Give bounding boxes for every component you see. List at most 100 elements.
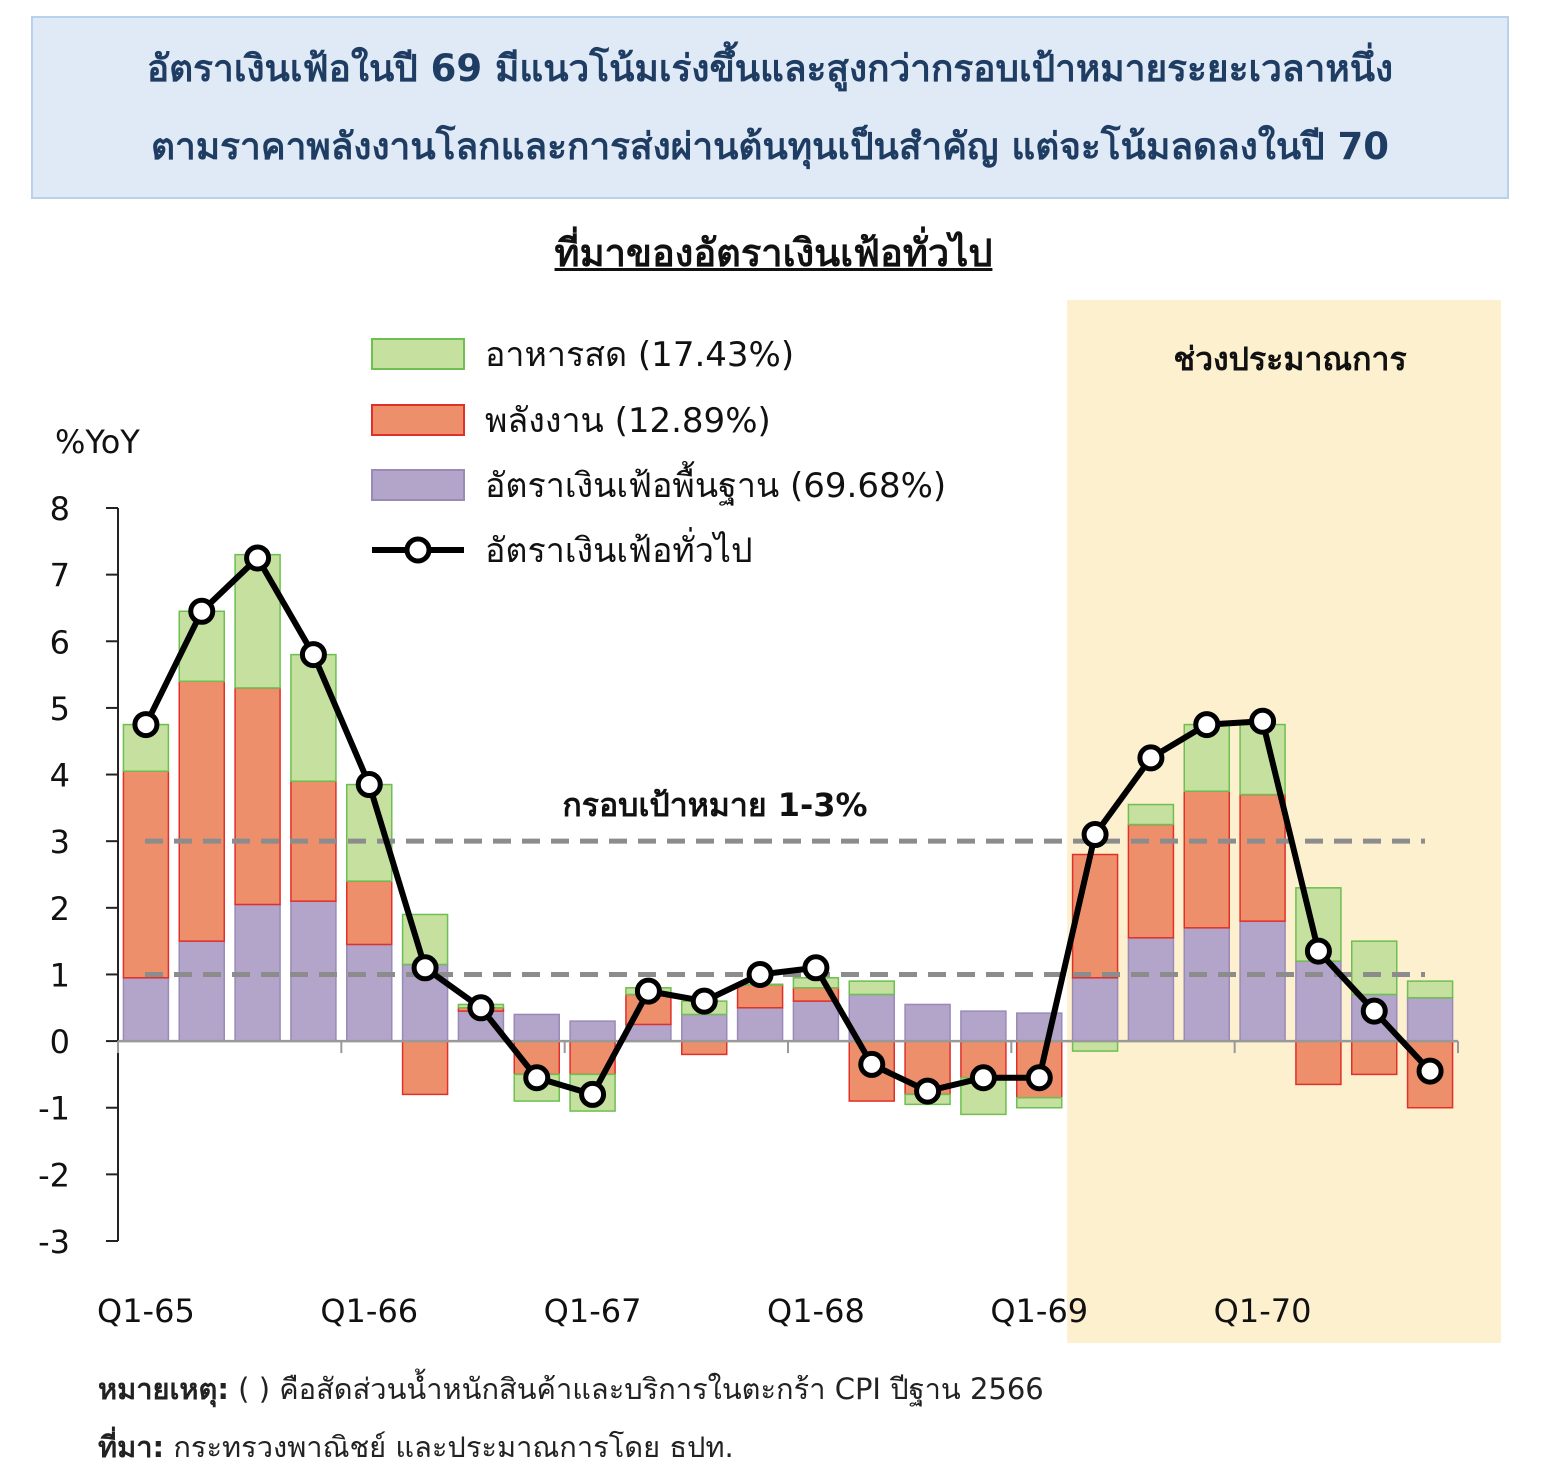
legend-marker-headline — [404, 536, 432, 564]
footnote-note-text: ( ) คือสัดส่วนน้ำหนักสินค้าและบริการในตะ… — [228, 1372, 1044, 1406]
bar-energy-q2-66 — [401, 1040, 449, 1096]
bar-food-q3-65 — [234, 553, 281, 689]
forecast-label: ช่วงประมาณการ — [1173, 340, 1406, 378]
headline-point-q4-69 — [1193, 711, 1221, 739]
headline-point-q4-70 — [1416, 1057, 1444, 1085]
y-tick-label: 7 — [50, 557, 70, 595]
bar-core-q1-65 — [122, 977, 170, 1042]
headline-point-q3-66 — [467, 994, 495, 1022]
bar-core-q4-65 — [290, 900, 337, 1042]
bar-core-q1-68 — [792, 1000, 840, 1042]
footnote-source-label: ที่มา: — [98, 1430, 165, 1464]
bar-food-q3-70 — [1351, 940, 1398, 996]
bar-energy-q3-65 — [234, 687, 281, 906]
bar-food-q4-65 — [290, 653, 337, 782]
y-tick-label: -2 — [38, 1156, 70, 1194]
headline-point-q1-68 — [802, 954, 830, 982]
headline-line-1: อัตราเงินเฟ้อในปี 69 มีแนวโน้มเร่งขึ้นแล… — [146, 46, 1394, 90]
footnote-note: หมายเหตุ: ( ) คือสัดส่วนน้ำหนักสินค้าและ… — [98, 1366, 1044, 1412]
x-tick-label: Q1-69 — [990, 1292, 1088, 1330]
headline-box: อัตราเงินเฟ้อในปี 69 มีแนวโน้มเร่งขึ้นแล… — [31, 16, 1509, 199]
headline-point-q1-70 — [1249, 707, 1277, 735]
footnote-source-text: กระทรวงพาณิชย์ และประมาณการโดย ธปท. — [164, 1430, 734, 1464]
footnote-note-label: หมายเหตุ: — [98, 1372, 229, 1406]
y-tick-label: -1 — [38, 1090, 70, 1128]
x-tick-label: Q1-68 — [767, 1292, 865, 1330]
bar-core-q4-70 — [1406, 997, 1454, 1042]
headline-point-q4-65 — [299, 641, 327, 669]
bar-food-q2-68 — [848, 980, 895, 996]
headline-point-q2-67 — [634, 977, 662, 1005]
y-tick-label: 3 — [50, 823, 70, 861]
headline-point-q3-65 — [244, 544, 272, 572]
bar-energy-q3-67 — [681, 1040, 728, 1056]
bar-food-q4-70 — [1406, 980, 1454, 999]
y-tick-label: 5 — [50, 690, 70, 728]
x-tick-label: Q1-70 — [1214, 1292, 1312, 1330]
headline-point-q2-70 — [1304, 937, 1332, 965]
legend-swatch-food — [371, 338, 465, 370]
y-tick-label: 2 — [50, 890, 70, 928]
headline-point-q3-68 — [914, 1077, 942, 1105]
bar-core-q4-69 — [1183, 927, 1230, 1042]
y-tick-label: 1 — [50, 956, 70, 994]
headline-point-q2-65 — [188, 597, 216, 625]
bar-food-q1-66 — [346, 783, 393, 882]
bar-core-q1-67 — [569, 1020, 616, 1042]
legend-swatch-core — [371, 469, 465, 501]
bar-energy-q1-70 — [1239, 793, 1286, 922]
bar-energy-q4-69 — [1183, 790, 1230, 929]
legend-label-food: อาหารสด (17.43%) — [485, 335, 794, 375]
x-tick-label: Q1-66 — [320, 1292, 418, 1330]
headline-point-q2-66 — [411, 954, 439, 982]
bar-energy-q2-65 — [178, 680, 225, 942]
bar-energy-q2-69 — [1071, 853, 1119, 979]
bar-core-q3-69 — [1127, 937, 1175, 1042]
bar-energy-q1-65 — [122, 770, 170, 979]
bar-core-q1-70 — [1239, 920, 1286, 1042]
x-tick-label: Q1-67 — [544, 1292, 642, 1330]
bar-core-q4-67 — [736, 1007, 784, 1042]
legend-label-headline: อัตราเงินเฟ้อทั่วไป — [485, 527, 753, 571]
bar-core-q4-68 — [960, 1010, 1007, 1042]
bar-food-q1-69 — [1016, 1096, 1063, 1109]
y-tick-label: 8 — [50, 490, 70, 528]
headline-point-q1-65 — [132, 711, 160, 739]
footnote-source: ที่มา: กระทรวงพาณิชย์ และประมาณการโดย ธป… — [98, 1424, 734, 1470]
legend-label-energy: พลังงาน (12.89%) — [485, 401, 771, 441]
y-tick-label: -3 — [38, 1223, 70, 1261]
headline-point-q1-66 — [355, 771, 383, 799]
headline-point-q2-68 — [858, 1050, 886, 1078]
bar-energy-q2-70 — [1295, 1040, 1342, 1086]
legend-label-core: อัตราเงินเฟ้อพื้นฐาน (69.68%) — [485, 461, 946, 506]
target-label: กรอบเป้าหมาย 1-3% — [562, 786, 867, 824]
y-tick-label: 6 — [50, 623, 70, 661]
headline-point-q4-66 — [523, 1064, 551, 1092]
chart-title: ที่มาของอัตราเงินเฟ้อทั่วไป — [554, 231, 993, 275]
y-tick-label: 0 — [50, 1023, 70, 1061]
legend-swatch-energy — [371, 404, 465, 436]
bar-core-q2-69 — [1071, 977, 1119, 1042]
headline-point-q3-67 — [690, 987, 718, 1015]
headline-point-q3-69 — [1137, 744, 1165, 772]
y-axis-label: %YoY — [55, 423, 140, 461]
bar-core-q4-66 — [513, 1013, 560, 1042]
bar-food-q2-69 — [1071, 1040, 1119, 1052]
headline-point-q3-70 — [1360, 997, 1388, 1025]
bar-core-q2-65 — [178, 940, 225, 1042]
y-tick-label: 4 — [50, 757, 70, 795]
headline-point-q4-67 — [746, 960, 774, 988]
bar-energy-q3-70 — [1351, 1040, 1398, 1076]
headline-point-q1-69 — [1025, 1064, 1053, 1092]
headline-point-q4-68 — [969, 1064, 997, 1092]
bar-core-q3-67 — [681, 1013, 728, 1042]
bar-core-q2-67 — [625, 1023, 672, 1042]
headline-point-q1-67 — [579, 1080, 607, 1108]
headline-point-q2-69 — [1081, 821, 1109, 849]
bar-core-q3-68 — [904, 1003, 951, 1042]
headline-line-2: ตามราคาพลังงานโลกและการส่งผ่านต้นทุนเป็น… — [150, 124, 1390, 168]
x-tick-label: Q1-65 — [97, 1292, 195, 1330]
bar-food-q3-69 — [1127, 803, 1175, 826]
bar-core-q1-66 — [346, 943, 393, 1042]
